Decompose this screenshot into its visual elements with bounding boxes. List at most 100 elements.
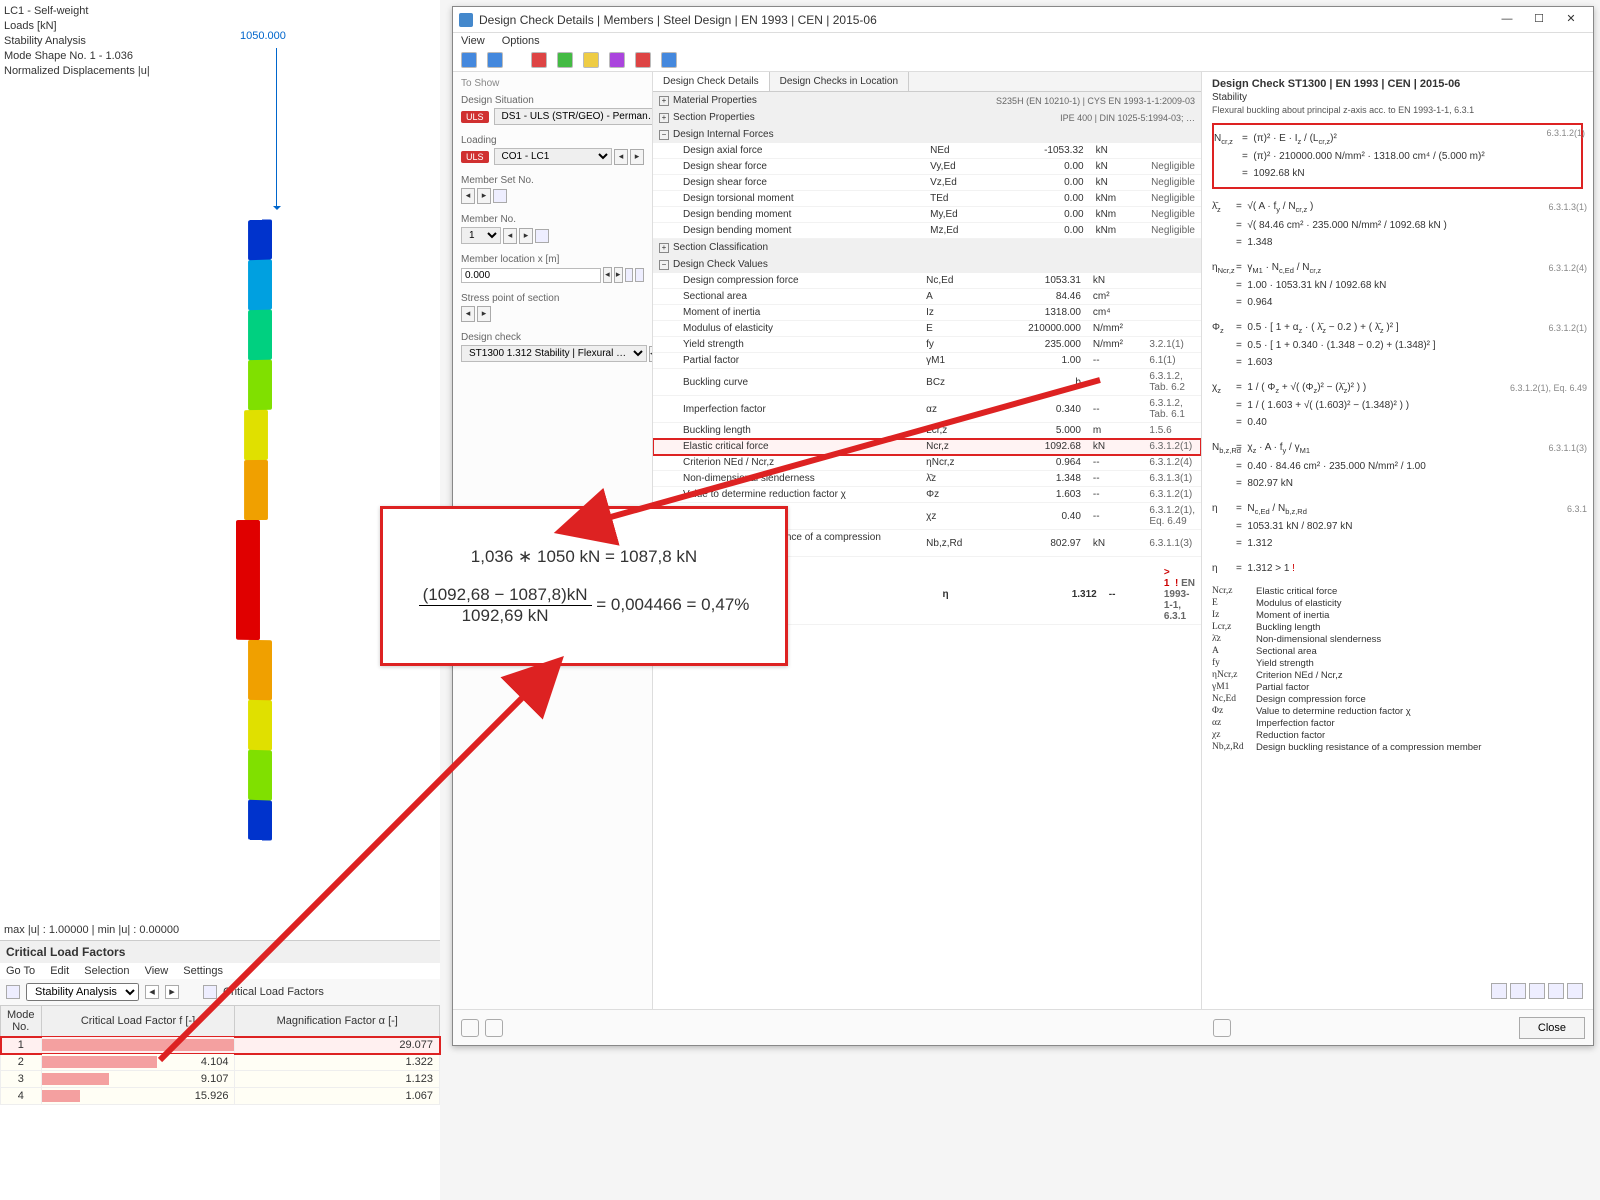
menu-goto[interactable]: Go To bbox=[6, 965, 35, 977]
uls-badge: ULS bbox=[461, 111, 489, 123]
toshow-header: To Show bbox=[461, 78, 644, 89]
rcol-toolbar bbox=[1491, 983, 1583, 999]
prev-icon[interactable]: ◂ bbox=[461, 188, 475, 204]
load-value: 1050.000 bbox=[240, 30, 286, 42]
tab-details[interactable]: Design Check Details bbox=[653, 72, 770, 91]
grp-material[interactable]: +Material PropertiesS235H (EN 10210-1) |… bbox=[653, 92, 1201, 109]
prev-icon[interactable]: ◂ bbox=[603, 267, 612, 283]
tb-icon[interactable] bbox=[583, 52, 599, 68]
footer-icon[interactable] bbox=[1213, 1019, 1231, 1037]
def-row: Nb,z,RdDesign buckling resistance of a c… bbox=[1212, 742, 1583, 753]
clf-table: Mode No. Critical Load Factor f [-] Magn… bbox=[0, 1005, 440, 1105]
menu-view[interactable]: View bbox=[461, 35, 485, 47]
maximize-icon[interactable]: ☐ bbox=[1523, 10, 1555, 30]
menu-options[interactable]: Options bbox=[502, 35, 540, 47]
table-row: Design shear forceVy,Ed0.00kNNegligible bbox=[653, 159, 1201, 175]
viewport-minmax: max |u| : 1.00000 | min |u| : 0.00000 bbox=[4, 924, 179, 936]
def-row: Ncr,zElastic critical force bbox=[1212, 586, 1583, 597]
table-row: Design shear forceVz,Ed0.00kNNegligible bbox=[653, 175, 1201, 191]
close-button[interactable]: Close bbox=[1519, 1017, 1585, 1039]
def-row: ηNcr,zCriterion NEd / Ncr,z bbox=[1212, 670, 1583, 681]
mx-input[interactable] bbox=[461, 268, 601, 283]
callout-line1: 1,036 ∗ 1050 kN = 1087,8 kN bbox=[471, 547, 697, 567]
pick-icon[interactable] bbox=[635, 268, 644, 282]
analysis-icon[interactable] bbox=[6, 985, 20, 999]
uls-badge: ULS bbox=[461, 151, 489, 163]
tab-label[interactable]: Critical Load Factors bbox=[223, 986, 324, 998]
dialog-titlebar: Design Check Details | Members | Steel D… bbox=[453, 7, 1593, 33]
tab-icon bbox=[203, 985, 217, 999]
lo-select[interactable]: CO1 - LC1 bbox=[494, 148, 612, 165]
tb-icon[interactable] bbox=[461, 52, 477, 68]
prev-icon[interactable]: ◂ bbox=[503, 228, 517, 244]
formula-chi: 6.3.1.2(1), Eq. 6.49 χz= 1 / ( Φz + √( (… bbox=[1212, 380, 1583, 430]
tb-icon[interactable] bbox=[531, 52, 547, 68]
tb-icon[interactable] bbox=[557, 52, 573, 68]
table-row[interactable]: 24.1041.322 bbox=[1, 1054, 440, 1071]
next-icon[interactable]: ▸ bbox=[477, 306, 491, 322]
grp-dcv[interactable]: −Design Check Values bbox=[653, 256, 1201, 273]
def-row: χzReduction factor bbox=[1212, 730, 1583, 741]
menu-selection[interactable]: Selection bbox=[84, 965, 129, 977]
footer-icon[interactable] bbox=[485, 1019, 503, 1037]
sp-label: Stress point of section bbox=[461, 293, 644, 304]
formula-check: η= 1.312 > 1 ! bbox=[1212, 561, 1583, 576]
tb-icon[interactable] bbox=[661, 52, 677, 68]
mn-select[interactable]: 1 bbox=[461, 227, 501, 244]
pick-icon[interactable] bbox=[535, 229, 549, 243]
dc-select[interactable]: ST1300 1.312 Stability | Flexural … bbox=[461, 345, 647, 362]
tb-icon[interactable] bbox=[635, 52, 651, 68]
info-line: Loads [kN] bbox=[4, 19, 150, 34]
footer-icon[interactable] bbox=[461, 1019, 479, 1037]
analysis-selector[interactable]: Stability Analysis bbox=[26, 983, 139, 1001]
tb-icon[interactable] bbox=[609, 52, 625, 68]
mn-label: Member No. bbox=[461, 214, 644, 225]
col-mode: Mode No. bbox=[1, 1006, 42, 1037]
nav-prev-icon[interactable]: ◂ bbox=[145, 985, 159, 999]
def-row: ΦzValue to determine reduction factor χ bbox=[1212, 706, 1583, 717]
grp-dif[interactable]: −Design Internal Forces bbox=[653, 126, 1201, 143]
minimize-icon[interactable]: — bbox=[1491, 10, 1523, 30]
table-row: Buckling lengthLcr,z5.000m1.5.6 bbox=[653, 423, 1201, 439]
table-row: Yield strengthfy235.000N/mm²3.2.1(1) bbox=[653, 337, 1201, 353]
print-icon[interactable] bbox=[1567, 983, 1583, 999]
table-row[interactable]: 39.1071.123 bbox=[1, 1071, 440, 1088]
member-beam bbox=[244, 220, 268, 841]
nav-next-icon[interactable]: ▸ bbox=[165, 985, 179, 999]
ds-select[interactable]: DS1 - ULS (STR/GEO) - Perman… bbox=[494, 108, 653, 125]
tool-icon[interactable] bbox=[1548, 983, 1564, 999]
next-icon[interactable]: ▸ bbox=[519, 228, 533, 244]
formula-lambda: 6.3.1.3(1) λ̄z= √( A · fy / Ncr,z ) = √(… bbox=[1212, 199, 1583, 249]
next-icon[interactable]: ▸ bbox=[477, 188, 491, 204]
next-icon[interactable]: ▸ bbox=[630, 149, 644, 165]
menu-edit[interactable]: Edit bbox=[50, 965, 69, 977]
col-a: Magnification Factor α [-] bbox=[235, 1006, 440, 1037]
info-line: Mode Shape No. 1 - 1.036 bbox=[4, 49, 150, 64]
grp-scl[interactable]: +Section Classification bbox=[653, 239, 1201, 256]
grp-section[interactable]: +Section PropertiesIPE 400 | DIN 1025-5:… bbox=[653, 109, 1201, 126]
table-row: Moment of inertiaIz1318.00cm⁴ bbox=[653, 305, 1201, 321]
pick-icon[interactable] bbox=[625, 268, 634, 282]
table-row: Sectional areaA84.46cm² bbox=[653, 289, 1201, 305]
table-row[interactable]: 11.03629.077 bbox=[1, 1037, 440, 1054]
table-row[interactable]: 415.9261.067 bbox=[1, 1088, 440, 1105]
tb-icon[interactable] bbox=[487, 52, 503, 68]
def-row: γM1Partial factor bbox=[1212, 682, 1583, 693]
symbol-definitions: Ncr,zElastic critical forceEModulus of e… bbox=[1212, 586, 1583, 753]
pick-icon[interactable] bbox=[493, 189, 507, 203]
dialog-menu: View Options bbox=[453, 33, 1593, 49]
prev-icon[interactable]: ◂ bbox=[461, 306, 475, 322]
table-row: Design compression forceNc,Ed1053.31kN bbox=[653, 273, 1201, 289]
close-icon[interactable]: ✕ bbox=[1555, 10, 1587, 30]
next-icon[interactable]: ▸ bbox=[614, 267, 623, 283]
tool-icon[interactable] bbox=[1491, 983, 1507, 999]
lo-label: Loading bbox=[461, 135, 644, 146]
menu-settings[interactable]: Settings bbox=[183, 965, 223, 977]
critical-load-factors-panel: Critical Load Factors Go To Edit Selecti… bbox=[0, 940, 440, 1200]
menu-view[interactable]: View bbox=[145, 965, 169, 977]
tool-icon[interactable] bbox=[1510, 983, 1526, 999]
tool-icon[interactable] bbox=[1529, 983, 1545, 999]
formula-panel: Design Check ST1300 | EN 1993 | CEN | 20… bbox=[1201, 72, 1593, 1010]
prev-icon[interactable]: ◂ bbox=[614, 149, 628, 165]
tab-location[interactable]: Design Checks in Location bbox=[770, 72, 909, 91]
